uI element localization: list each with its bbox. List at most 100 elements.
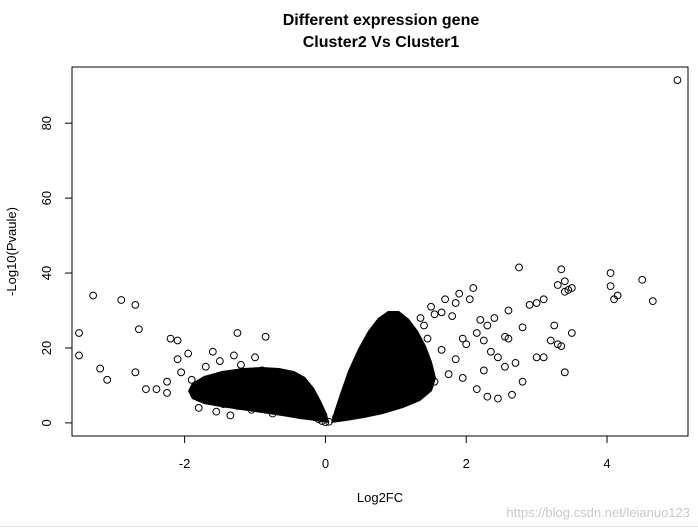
data-point: [402, 381, 411, 390]
data-point: [638, 275, 647, 284]
data-point: [201, 362, 210, 371]
data-point: [134, 325, 143, 334]
data-point: [300, 402, 309, 410]
data-point: [494, 394, 502, 403]
data-point: [504, 334, 513, 343]
data-point: [152, 385, 161, 394]
data-point: [353, 409, 362, 418]
data-point: [532, 299, 541, 307]
data-point: [560, 287, 569, 296]
data-point: [479, 336, 488, 345]
data-point: [103, 375, 112, 384]
data-point: [258, 366, 266, 375]
data-point: [233, 329, 242, 337]
data-point: [222, 374, 231, 382]
data-point: [437, 308, 446, 317]
data-point: [406, 344, 414, 352]
data-point: [518, 377, 527, 386]
data-point: [356, 387, 365, 395]
data-point: [142, 385, 150, 394]
data-point: [89, 291, 98, 300]
data-point: [409, 329, 418, 337]
data-point: [349, 394, 358, 403]
data-point: [490, 314, 499, 322]
data-point: [518, 323, 527, 332]
chart-title: Different expression gene: [283, 12, 480, 29]
data-point: [219, 400, 228, 409]
data-point: [296, 411, 305, 420]
x-axis: -2 0 2 4: [179, 435, 611, 471]
data-point: [476, 315, 485, 324]
x-axis-label: Log2FC: [357, 490, 403, 505]
data-point: [560, 368, 569, 377]
data-point: [423, 334, 432, 343]
data-point: [504, 306, 513, 315]
data-point: [75, 329, 83, 337]
data-point: [483, 321, 492, 330]
data-point: [325, 417, 333, 426]
data-point: [363, 375, 372, 384]
data-point: [173, 336, 182, 345]
data-point: [377, 353, 386, 362]
data-point: [483, 392, 492, 401]
data-point: [212, 407, 221, 416]
data-point: [293, 396, 302, 405]
bottom-divider: [0, 526, 698, 527]
data-point: [606, 282, 615, 291]
data-point: [458, 374, 467, 382]
data-point: [525, 300, 534, 309]
data-point: [610, 295, 618, 304]
data-point: [546, 336, 555, 345]
data-point: [567, 329, 576, 337]
data-point: [444, 370, 453, 379]
data-point: [560, 277, 569, 286]
data-point: [131, 368, 140, 377]
data-point: [420, 321, 428, 330]
y-tick-label: 80: [39, 116, 54, 130]
data-point: [423, 359, 432, 367]
data-point: [448, 312, 457, 321]
data-point: [553, 281, 562, 289]
data-point: [416, 389, 425, 397]
data-point: [360, 394, 369, 403]
x-tick-label: 4: [603, 456, 610, 471]
watermark-text: https://blog.csdn.net/leianuo123: [506, 505, 690, 520]
data-point: [268, 409, 277, 418]
data-point: [117, 296, 126, 304]
dense-cloud-left: [188, 367, 329, 423]
data-point: [469, 284, 478, 292]
data-point: [427, 302, 435, 311]
data-point: [437, 345, 446, 354]
data-point: [261, 332, 270, 341]
data-point: [553, 340, 562, 349]
data-point: [451, 299, 460, 307]
data-point: [532, 353, 541, 362]
data-point: [409, 368, 418, 377]
data-point: [275, 394, 284, 403]
data-point: [511, 359, 520, 367]
data-point: [279, 383, 288, 392]
data-point: [251, 353, 259, 362]
data-point: [194, 404, 203, 412]
data-point: [384, 336, 393, 345]
y-axis-label: -Log10(Pvaule): [4, 207, 19, 296]
y-axis: 0 20 40 60 80: [39, 116, 73, 427]
data-point: [416, 314, 425, 322]
scatter-points: [75, 76, 682, 427]
data-point: [388, 392, 397, 401]
data-point: [226, 385, 235, 394]
data-point: [458, 334, 467, 343]
data-point: [173, 355, 182, 364]
data-point: [550, 321, 559, 330]
data-point: [226, 411, 235, 420]
data-point: [96, 364, 105, 373]
data-point: [539, 353, 548, 362]
data-point: [539, 295, 548, 304]
x-tick-label: 0: [322, 456, 329, 471]
data-point: [254, 389, 263, 397]
data-point: [261, 398, 270, 407]
data-point: [486, 347, 495, 356]
data-point: [455, 289, 464, 298]
data-point: [332, 413, 340, 422]
